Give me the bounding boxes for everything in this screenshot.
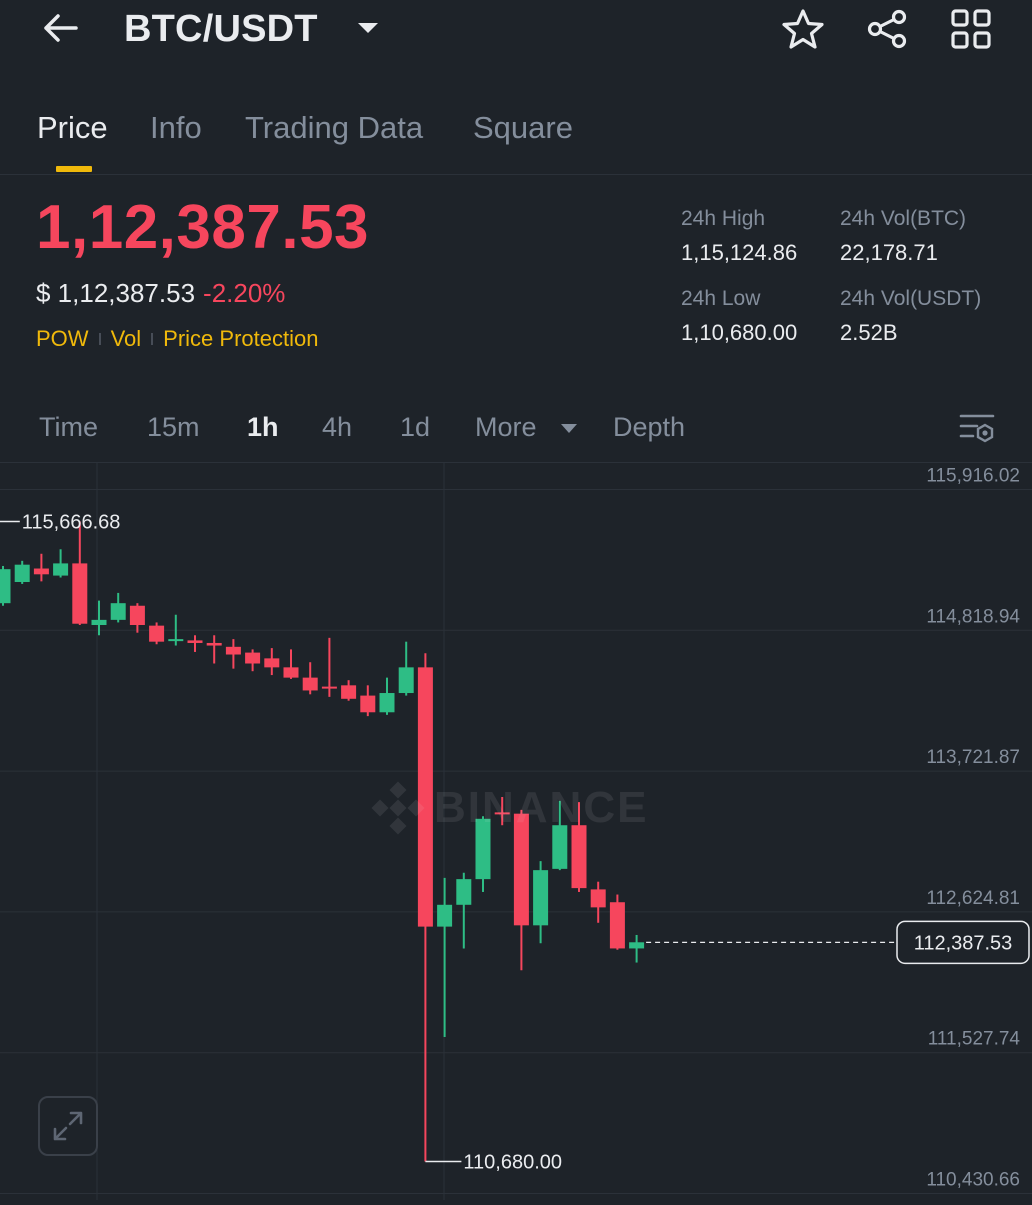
vol-usdt-value: 2.52B <box>840 320 898 345</box>
page-tabs: Price Info Trading Data Square <box>0 100 1032 175</box>
y-tick-label: 114,818.94 <box>926 606 1020 627</box>
share-icon[interactable] <box>862 6 912 52</box>
candle-body <box>475 818 491 880</box>
candle-body <box>0 569 11 604</box>
tag-vol[interactable]: Vol <box>110 326 142 351</box>
candle-body <box>149 625 165 642</box>
candle-body <box>513 813 529 926</box>
candle-body <box>187 640 203 643</box>
tab-price[interactable]: Price <box>37 110 108 145</box>
tag-divider <box>151 333 154 345</box>
active-tab-indicator <box>56 166 92 172</box>
candle-body <box>283 667 299 678</box>
candle-body <box>72 563 88 624</box>
interval-more[interactable]: More <box>475 412 537 442</box>
candle-body <box>456 879 472 905</box>
grid-menu-icon[interactable] <box>946 6 996 52</box>
low-24h-value: 1,10,680.00 <box>681 320 798 345</box>
candle-body <box>110 603 126 620</box>
candle-body <box>129 605 145 626</box>
asset-tags: POW Vol Price Protection <box>36 326 318 352</box>
candle-body <box>33 568 49 575</box>
candle-body <box>14 564 30 583</box>
low-marker-label: 110,680.00 <box>463 1151 562 1173</box>
candle-body <box>264 658 280 668</box>
interval-1h[interactable]: 1h <box>247 412 279 442</box>
candlestick-chart[interactable]: 115,916.02 114,818.94 113,721.87 112,624.81… <box>0 462 1032 1200</box>
y-tick-label: 113,721.87 <box>926 747 1020 768</box>
vol-btc-label: 24h Vol(BTC) <box>840 207 967 230</box>
candle-body <box>341 685 357 699</box>
candle-body <box>206 642 222 646</box>
last-price: 1,12,387.53 <box>36 193 370 262</box>
candle-body <box>552 825 568 869</box>
y-tick-label: 115,916.02 <box>926 465 1020 486</box>
fullscreen-expand-button[interactable] <box>38 1096 98 1156</box>
price-change-percent: -2.20% <box>203 278 286 308</box>
top-bar: BTC/USDT <box>0 0 1032 64</box>
low-24h-label: 24h Low <box>681 287 761 310</box>
candle-body <box>437 904 453 927</box>
tag-pow[interactable]: POW <box>36 326 89 351</box>
high-24h-value: 1,15,124.86 <box>681 240 798 265</box>
back-arrow-icon[interactable] <box>36 8 84 48</box>
candle-body <box>302 677 318 691</box>
candle-body <box>494 812 510 815</box>
candle-body <box>398 667 414 694</box>
tab-info[interactable]: Info <box>150 110 202 145</box>
candle-body <box>91 619 107 626</box>
candle-body <box>168 639 184 642</box>
interval-bar: Time 15m 1h 4h 1d More Depth <box>0 400 1032 460</box>
last-price-badge-label: 112,387.53 <box>914 932 1013 954</box>
interval-15m[interactable]: 15m <box>147 412 200 442</box>
y-tick-label: 112,624.81 <box>926 888 1020 909</box>
interval-4h[interactable]: 4h <box>322 412 353 442</box>
y-tick-label: 111,527.74 <box>928 1029 1021 1050</box>
candle-body <box>571 825 587 889</box>
candle-body <box>360 695 376 713</box>
watermark-text: BINANCE <box>434 783 649 832</box>
pair-title[interactable]: BTC/USDT <box>124 8 318 50</box>
interval-time[interactable]: Time <box>39 412 98 442</box>
candle-body <box>245 652 261 664</box>
last-price-badge <box>896 920 1030 965</box>
candle-body <box>590 889 606 908</box>
candle-body <box>321 686 337 689</box>
candle-body <box>609 902 625 949</box>
high-24h-label: 24h High <box>681 207 766 230</box>
candle-body <box>533 870 549 926</box>
vol-btc-value: 22,178.71 <box>840 240 938 265</box>
pair-dropdown-caret-icon[interactable] <box>354 16 382 40</box>
candle-body <box>53 563 69 576</box>
tag-divider <box>98 333 101 345</box>
chart-settings-icon[interactable] <box>954 406 1000 450</box>
candle-body <box>629 942 645 949</box>
binance-watermark: BINANCE <box>370 780 648 836</box>
y-tick-label: 110,430.66 <box>926 1169 1020 1190</box>
candle-body <box>379 693 395 713</box>
interval-1d[interactable]: 1d <box>400 412 431 442</box>
usd-price: $ 1,12,387.53 <box>36 278 196 308</box>
binance-logo-icon <box>371 781 425 835</box>
expand-arrows-icon <box>53 1111 83 1141</box>
tab-trading-data[interactable]: Trading Data <box>245 110 424 145</box>
tag-price-protection[interactable]: Price Protection <box>163 326 319 351</box>
more-caret-icon[interactable] <box>558 420 580 436</box>
vol-usdt-label: 24h Vol(USDT) <box>840 287 982 310</box>
high-marker-label: 115,666.68 <box>22 511 121 533</box>
candle-body <box>225 646 241 655</box>
interval-depth[interactable]: Depth <box>613 412 686 442</box>
tab-square[interactable]: Square <box>473 110 573 145</box>
star-favorite-icon[interactable] <box>778 6 828 52</box>
usd-price-line: $ 1,12,387.53 -2.20% <box>36 278 285 309</box>
candle-body <box>417 667 433 927</box>
